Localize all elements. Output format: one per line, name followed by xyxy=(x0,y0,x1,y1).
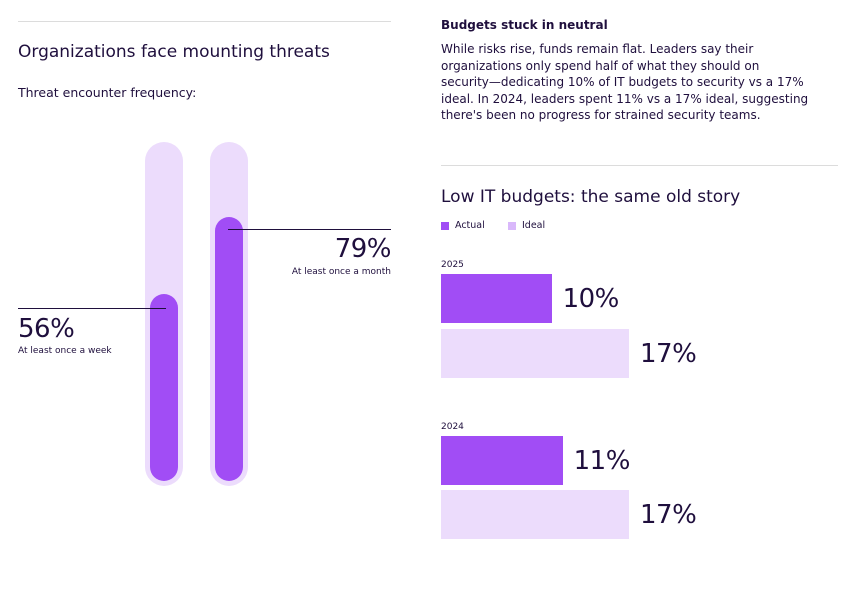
legend-actual: Actual xyxy=(441,220,485,231)
bar-2025-actual-label: 10% xyxy=(562,284,620,314)
monthly-caption: At least once a month xyxy=(291,267,391,277)
budget-chart-title: Low IT budgets: the same old story xyxy=(441,187,741,207)
threats-title: Organizations face mounting threats xyxy=(18,42,330,62)
budgets-heading: Budgets stuck in neutral xyxy=(441,18,608,32)
bar-2024-ideal-label: 17% xyxy=(640,500,697,530)
weekly-fill-bar xyxy=(150,293,178,481)
right-divider xyxy=(441,165,838,166)
bar-2025-ideal xyxy=(441,329,629,378)
legend-actual-swatch xyxy=(441,221,449,230)
legend-ideal: Ideal xyxy=(508,220,545,231)
left-top-divider xyxy=(18,21,391,22)
monthly-leader-line xyxy=(228,229,391,230)
bar-2024-ideal xyxy=(441,490,629,539)
bar-2024-actual-label: 11% xyxy=(573,446,631,476)
bar-2024-actual xyxy=(441,436,563,485)
legend-ideal-swatch xyxy=(508,221,516,230)
monthly-fill-bar xyxy=(215,217,243,481)
legend-actual-label: Actual xyxy=(455,220,485,231)
monthly-value: 79% xyxy=(334,234,392,264)
bar-2025-actual xyxy=(441,274,552,323)
weekly-leader-line xyxy=(18,308,166,309)
frequency-subtitle: Threat encounter frequency: xyxy=(18,85,197,100)
bar-2025-ideal-label: 17% xyxy=(640,339,697,369)
weekly-caption: At least once a week xyxy=(18,346,112,356)
year-label-2024: 2024 xyxy=(441,422,464,432)
weekly-value: 56% xyxy=(18,314,75,344)
year-label-2025: 2025 xyxy=(441,260,464,270)
legend-ideal-label: Ideal xyxy=(522,220,546,231)
budgets-paragraph: While risks rise, funds remain flat. Lea… xyxy=(441,42,809,122)
